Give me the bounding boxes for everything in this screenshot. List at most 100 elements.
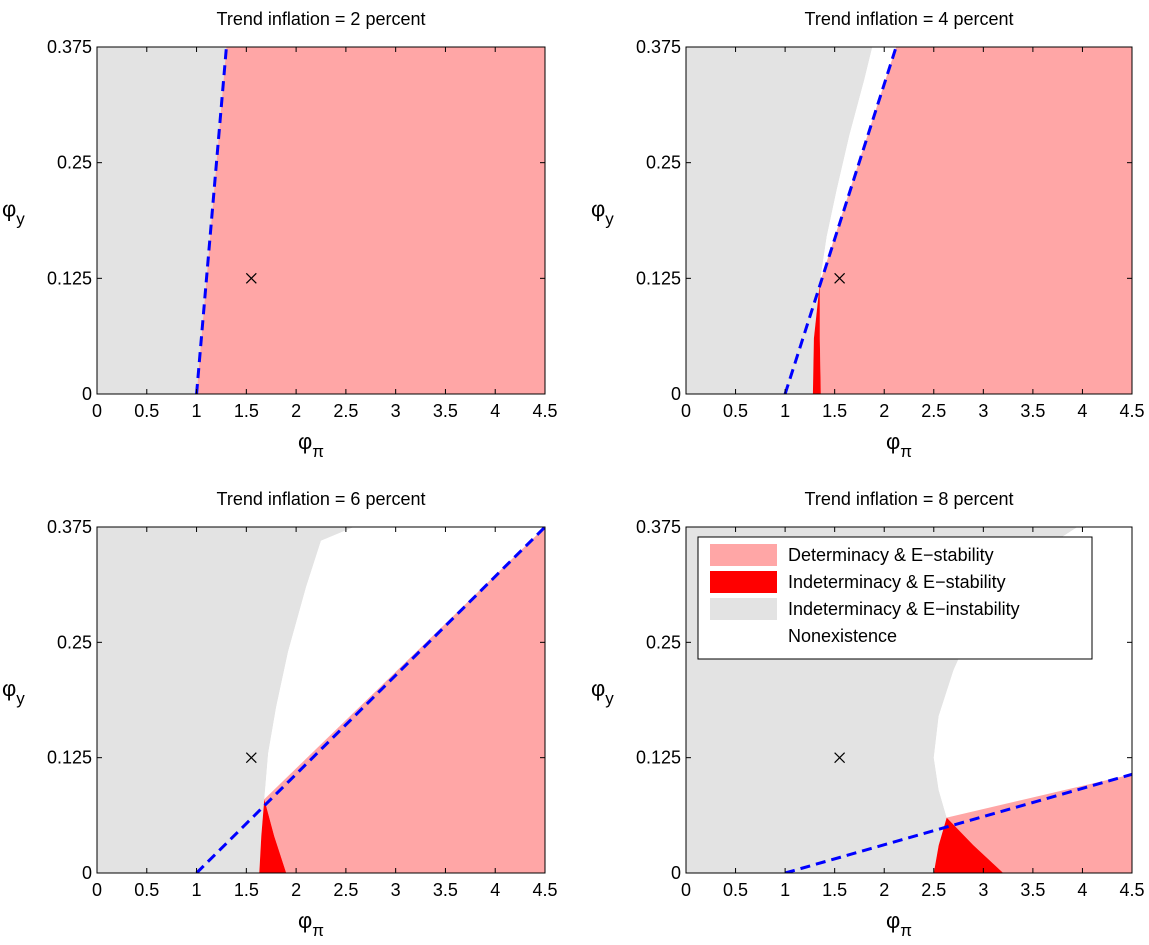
y-tick-label: 0.375 xyxy=(636,37,681,57)
x-tick-label: 1 xyxy=(192,401,202,421)
x-tick-label: 4.5 xyxy=(1119,401,1144,421)
y-tick-label: 0 xyxy=(671,384,681,404)
y-tick-label: 0.125 xyxy=(47,748,92,768)
x-tick-label: 4.5 xyxy=(532,401,557,421)
chart-panel-4: 0 0.5 1 1.5 2 2.5 3 3.5 4 4.5 0 0.125 0.25 0.375 Trend… xyxy=(591,489,1145,940)
y-tick-label: 0.25 xyxy=(646,632,681,652)
x-tick-label: 2 xyxy=(879,401,889,421)
indeterminacy-instability-region xyxy=(97,47,227,394)
x-tick-label: 3.5 xyxy=(433,880,458,900)
x-axis-label: φπ xyxy=(886,908,912,940)
chart-title: Trend inflation = 4 percent xyxy=(805,9,1014,29)
indeterminacy-instability-region xyxy=(686,47,873,394)
x-tick-label: 2 xyxy=(291,880,301,900)
plot-frame xyxy=(96,526,546,874)
chart-panel-1: 0 0.5 1 1.5 2 2.5 3 3.5 4 4.5 0 0.125 0.25 0.375 Trend… xyxy=(2,9,558,461)
determinacy-region xyxy=(819,47,1132,394)
chart-title: Trend inflation = 6 percent xyxy=(217,489,426,509)
determinacy-boundary-line xyxy=(195,47,228,394)
x-tick-label: 0 xyxy=(92,880,102,900)
x-tick-label: 1.5 xyxy=(234,880,259,900)
x-tick-label: 0 xyxy=(92,401,102,421)
y-tick-label: 0 xyxy=(82,863,92,883)
x-tick-label: 0 xyxy=(681,880,691,900)
x-tick-label: 2.5 xyxy=(333,880,358,900)
x-tick-label: 3 xyxy=(978,401,988,421)
y-tick-label: 0.25 xyxy=(57,153,92,173)
calibration-marker xyxy=(834,752,846,764)
determinacy-boundary-line xyxy=(195,527,545,873)
x-tick-label: 1.5 xyxy=(822,880,847,900)
x-tick-label: 2 xyxy=(879,880,889,900)
y-tick-label: 0.375 xyxy=(47,37,92,57)
legend: Determinacy & E−stability Indeterminacy &… xyxy=(697,536,1093,660)
chart-panel-3: 0 0.5 1 1.5 2 2.5 3 3.5 4 4.5 0 0.125 0.25 0.375 Trend… xyxy=(2,489,558,940)
y-tick-label: 0 xyxy=(671,863,681,883)
x-tick-label: 2.5 xyxy=(921,401,946,421)
y-axis-label: φy xyxy=(2,197,25,229)
x-tick-label: 2.5 xyxy=(921,880,946,900)
y-tick-label: 0.25 xyxy=(646,153,681,173)
legend-swatch xyxy=(710,544,777,566)
x-tick-label: 4 xyxy=(490,880,500,900)
calibration-marker xyxy=(245,272,257,284)
y-axis-label: φy xyxy=(591,197,614,229)
x-tick-label: 2 xyxy=(291,401,301,421)
region-group xyxy=(686,47,1132,394)
x-axis-label: φπ xyxy=(886,429,912,461)
calibration-marker xyxy=(834,272,846,284)
determinacy-boundary-line xyxy=(784,772,1132,873)
x-tick-label: 1.5 xyxy=(234,401,259,421)
legend-label: Determinacy & E−stability xyxy=(788,545,994,565)
y-tick-label: 0 xyxy=(82,384,92,404)
x-tick-label: 4.5 xyxy=(532,880,557,900)
indeterminacy-instability-region xyxy=(97,527,354,873)
chart-title: Trend inflation = 8 percent xyxy=(805,489,1014,509)
x-tick-label: 4.5 xyxy=(1119,880,1144,900)
x-tick-label: 3.5 xyxy=(1020,880,1045,900)
y-tick-label: 0.375 xyxy=(636,517,681,537)
x-tick-label: 4 xyxy=(490,401,500,421)
x-tick-label: 1 xyxy=(780,401,790,421)
y-tick-label: 0.25 xyxy=(57,632,92,652)
y-axis-label: φy xyxy=(2,676,25,708)
x-tick-label: 1.5 xyxy=(822,401,847,421)
x-tick-label: 1 xyxy=(780,880,790,900)
x-tick-label: 2.5 xyxy=(333,401,358,421)
y-tick-label: 0.125 xyxy=(636,268,681,288)
x-tick-label: 3.5 xyxy=(433,401,458,421)
y-axis-label: φy xyxy=(591,676,614,708)
x-axis-label: φπ xyxy=(298,429,324,461)
x-tick-label: 3.5 xyxy=(1020,401,1045,421)
x-tick-label: 3 xyxy=(978,880,988,900)
determinacy-region xyxy=(196,47,545,394)
determinacy-boundary-line xyxy=(783,47,898,394)
x-tick-label: 0.5 xyxy=(723,880,748,900)
plot-frame xyxy=(685,46,1133,395)
region-group xyxy=(97,527,545,873)
plot-frame xyxy=(96,46,546,395)
legend-label: Indeterminacy & E−stability xyxy=(788,572,1006,592)
x-tick-label: 0.5 xyxy=(134,401,159,421)
y-tick-label: 0.125 xyxy=(636,748,681,768)
x-tick-label: 3 xyxy=(391,880,401,900)
legend-label: Nonexistence xyxy=(788,626,897,646)
legend-swatch xyxy=(710,598,777,620)
legend-swatch xyxy=(710,571,777,593)
legend-swatch xyxy=(710,625,777,647)
x-axis-label: φπ xyxy=(298,908,324,940)
x-tick-label: 0.5 xyxy=(723,401,748,421)
indeterminacy-stability-region xyxy=(933,817,1004,873)
determinacy-region xyxy=(946,774,1132,873)
determinacy-region xyxy=(264,527,545,873)
x-tick-label: 0.5 xyxy=(134,880,159,900)
chart-title: Trend inflation = 2 percent xyxy=(217,9,426,29)
plot-frame xyxy=(685,526,1133,874)
x-tick-label: 0 xyxy=(681,401,691,421)
indeterminacy-stability-region xyxy=(812,283,821,394)
legend-label: Indeterminacy & E−instability xyxy=(788,599,1020,619)
x-tick-label: 1 xyxy=(192,880,202,900)
region-group xyxy=(97,47,545,394)
x-tick-label: 4 xyxy=(1077,401,1087,421)
